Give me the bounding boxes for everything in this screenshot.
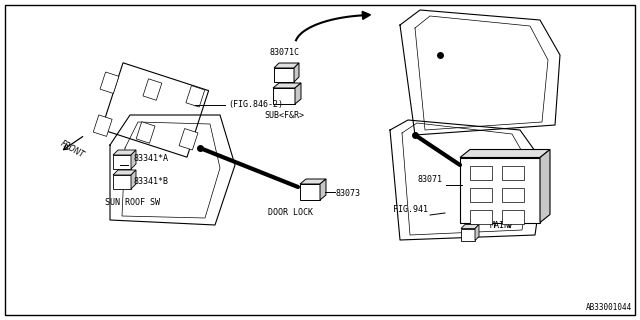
Text: (FIG.846-2): (FIG.846-2)	[228, 100, 283, 109]
Text: 83341*A: 83341*A	[134, 154, 169, 163]
Bar	[502, 210, 524, 223]
Polygon shape	[362, 12, 371, 19]
Text: 83071: 83071	[418, 175, 443, 184]
Bar	[461, 228, 475, 241]
Bar	[300, 184, 320, 200]
Polygon shape	[461, 225, 479, 228]
Polygon shape	[294, 63, 299, 82]
Bar	[460, 157, 540, 222]
Text: 83071C: 83071C	[269, 48, 299, 57]
Polygon shape	[186, 86, 205, 107]
Bar	[470, 188, 492, 202]
Text: DOOR LOCK: DOOR LOCK	[268, 208, 312, 217]
Polygon shape	[93, 115, 112, 136]
Polygon shape	[143, 79, 162, 100]
Bar	[470, 210, 492, 223]
Text: 83341*B: 83341*B	[134, 177, 169, 186]
Text: FRONT: FRONT	[58, 139, 86, 160]
Polygon shape	[113, 170, 136, 175]
Text: SUB<F&R>: SUB<F&R>	[264, 111, 304, 120]
Polygon shape	[320, 179, 326, 200]
Bar	[274, 68, 294, 82]
Bar	[113, 155, 131, 169]
Polygon shape	[540, 149, 550, 222]
Polygon shape	[295, 83, 301, 104]
Bar	[273, 88, 295, 104]
Polygon shape	[274, 63, 299, 68]
Polygon shape	[273, 83, 301, 88]
Polygon shape	[131, 170, 136, 189]
Text: MAIN: MAIN	[490, 221, 510, 230]
Polygon shape	[113, 150, 136, 155]
Polygon shape	[179, 129, 198, 150]
Bar	[502, 165, 524, 180]
Polygon shape	[100, 72, 119, 93]
Text: SUN ROOF SW: SUN ROOF SW	[105, 198, 160, 207]
Bar	[470, 165, 492, 180]
Polygon shape	[131, 150, 136, 169]
Polygon shape	[475, 225, 479, 241]
Bar	[113, 175, 131, 189]
Polygon shape	[300, 179, 326, 184]
Text: 83073: 83073	[335, 189, 360, 198]
Text: FIG.941: FIG.941	[393, 205, 428, 214]
Polygon shape	[101, 63, 209, 157]
Bar	[502, 188, 524, 202]
Polygon shape	[460, 149, 550, 157]
Polygon shape	[136, 122, 155, 143]
Text: AB33001044: AB33001044	[586, 303, 632, 312]
